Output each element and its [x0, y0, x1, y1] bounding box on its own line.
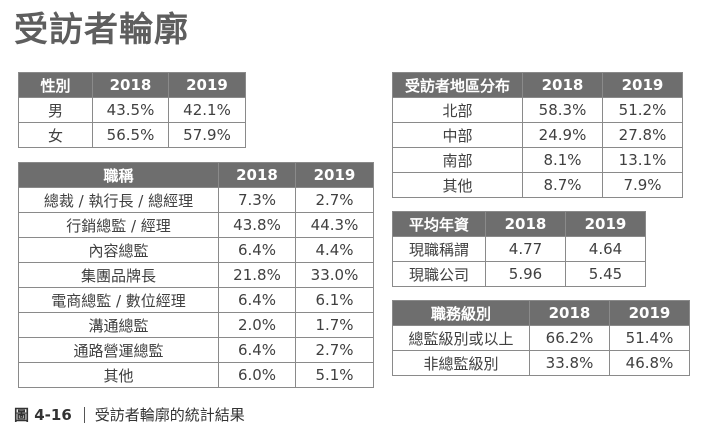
gender-table: 性別 2018 2019 男 43.5% 42.1% 女 56.5% 57.9%: [18, 72, 246, 148]
seniority-table: 平均年資 2018 2019 現職稱謂 4.77 4.64 現職公司 5.96 …: [392, 211, 646, 287]
table-row: 總監級別或以上 66.2% 51.4%: [392, 325, 690, 351]
value-2019: 4.4%: [295, 237, 374, 263]
table-row: 男 43.5% 42.1%: [18, 97, 246, 123]
row-label: 行銷總監 / 經理: [18, 212, 219, 238]
value-2019: 44.3%: [295, 212, 374, 238]
column-header-region: 受訪者地區分布: [392, 72, 523, 98]
value-2019: 42.1%: [168, 97, 246, 123]
page-title: 受訪者輪廓: [14, 10, 189, 50]
column-header-2019: 2019: [295, 162, 374, 188]
row-label: 男: [18, 97, 93, 123]
figure-caption: 圖 4-16 受訪者輪廓的統計結果: [14, 404, 245, 425]
column-header-job-level: 職務級別: [392, 300, 530, 326]
value-2019: 13.1%: [602, 147, 683, 173]
row-label: 集團品牌長: [18, 262, 219, 288]
value-2018: 56.5%: [92, 122, 169, 148]
column-header-2018: 2018: [529, 300, 610, 326]
column-header-2019: 2019: [609, 300, 690, 326]
value-2019: 4.64: [565, 236, 646, 262]
table-row: 非總監級別 33.8% 46.8%: [392, 350, 690, 376]
table-row: 通路營運總監 6.4% 2.7%: [18, 337, 374, 363]
table-row: 北部 58.3% 51.2%: [392, 97, 683, 123]
value-2019: 33.0%: [295, 262, 374, 288]
region-table: 受訪者地區分布 2018 2019 北部 58.3% 51.2% 中部 24.9…: [392, 72, 683, 198]
value-2018: 7.3%: [218, 187, 296, 213]
column-header-2019: 2019: [168, 72, 246, 98]
table-row: 行銷總監 / 經理 43.8% 44.3%: [18, 212, 374, 238]
row-label: 總裁 / 執行長 / 總經理: [18, 187, 219, 213]
row-label: 通路營運總監: [18, 337, 219, 363]
figure-number: 圖 4-16: [14, 406, 72, 424]
value-2018: 21.8%: [218, 262, 296, 288]
value-2018: 8.7%: [522, 172, 603, 198]
column-header-2019: 2019: [565, 211, 646, 237]
table-row: 現職稱謂 4.77 4.64: [392, 236, 646, 262]
column-header-2018: 2018: [522, 72, 603, 98]
value-2018: 6.4%: [218, 237, 296, 263]
value-2019: 6.1%: [295, 287, 374, 313]
value-2019: 51.4%: [609, 325, 690, 351]
row-label: 其他: [18, 362, 219, 388]
caption-text: 受訪者輪廓的統計結果: [94, 406, 245, 424]
value-2019: 1.7%: [295, 312, 374, 338]
column-header-gender: 性別: [18, 72, 93, 98]
value-2018: 66.2%: [529, 325, 610, 351]
value-2018: 33.8%: [529, 350, 610, 376]
table-row: 其他 6.0% 5.1%: [18, 362, 374, 388]
value-2018: 5.96: [485, 261, 566, 287]
value-2018: 58.3%: [522, 97, 603, 123]
column-header-job-title: 職稱: [18, 162, 219, 188]
row-label: 電商總監 / 數位經理: [18, 287, 219, 313]
row-label: 南部: [392, 147, 523, 173]
value-2018: 2.0%: [218, 312, 296, 338]
value-2018: 8.1%: [522, 147, 603, 173]
table-row: 中部 24.9% 27.8%: [392, 122, 683, 148]
column-header-seniority: 平均年資: [392, 211, 486, 237]
row-label: 中部: [392, 122, 523, 148]
value-2019: 5.1%: [295, 362, 374, 388]
value-2019: 7.9%: [602, 172, 683, 198]
job-level-table: 職務級別 2018 2019 總監級別或以上 66.2% 51.4% 非總監級別…: [392, 300, 690, 376]
table-row: 電商總監 / 數位經理 6.4% 6.1%: [18, 287, 374, 313]
value-2019: 2.7%: [295, 337, 374, 363]
table-row: 總裁 / 執行長 / 總經理 7.3% 2.7%: [18, 187, 374, 213]
value-2019: 46.8%: [609, 350, 690, 376]
row-label: 總監級別或以上: [392, 325, 530, 351]
row-label: 溝通總監: [18, 312, 219, 338]
row-label: 現職稱謂: [392, 236, 486, 262]
row-label: 其他: [392, 172, 523, 198]
row-label: 非總監級別: [392, 350, 530, 376]
column-header-2019: 2019: [602, 72, 683, 98]
value-2018: 4.77: [485, 236, 566, 262]
table-row: 集團品牌長 21.8% 33.0%: [18, 262, 374, 288]
table-row: 溝通總監 2.0% 1.7%: [18, 312, 374, 338]
value-2019: 5.45: [565, 261, 646, 287]
value-2019: 57.9%: [168, 122, 246, 148]
job-title-table: 職稱 2018 2019 總裁 / 執行長 / 總經理 7.3% 2.7% 行銷…: [18, 162, 374, 388]
row-label: 現職公司: [392, 261, 486, 287]
table-row: 現職公司 5.96 5.45: [392, 261, 646, 287]
caption-divider: [83, 407, 85, 423]
value-2018: 6.4%: [218, 337, 296, 363]
table-row: 內容總監 6.4% 4.4%: [18, 237, 374, 263]
row-label: 內容總監: [18, 237, 219, 263]
value-2018: 6.0%: [218, 362, 296, 388]
column-header-2018: 2018: [218, 162, 296, 188]
value-2019: 2.7%: [295, 187, 374, 213]
value-2019: 51.2%: [602, 97, 683, 123]
column-header-2018: 2018: [485, 211, 566, 237]
row-label: 北部: [392, 97, 523, 123]
table-row: 南部 8.1% 13.1%: [392, 147, 683, 173]
row-label: 女: [18, 122, 93, 148]
value-2019: 27.8%: [602, 122, 683, 148]
value-2018: 43.5%: [92, 97, 169, 123]
value-2018: 24.9%: [522, 122, 603, 148]
column-header-2018: 2018: [92, 72, 169, 98]
value-2018: 43.8%: [218, 212, 296, 238]
value-2018: 6.4%: [218, 287, 296, 313]
table-row: 其他 8.7% 7.9%: [392, 172, 683, 198]
table-row: 女 56.5% 57.9%: [18, 122, 246, 148]
